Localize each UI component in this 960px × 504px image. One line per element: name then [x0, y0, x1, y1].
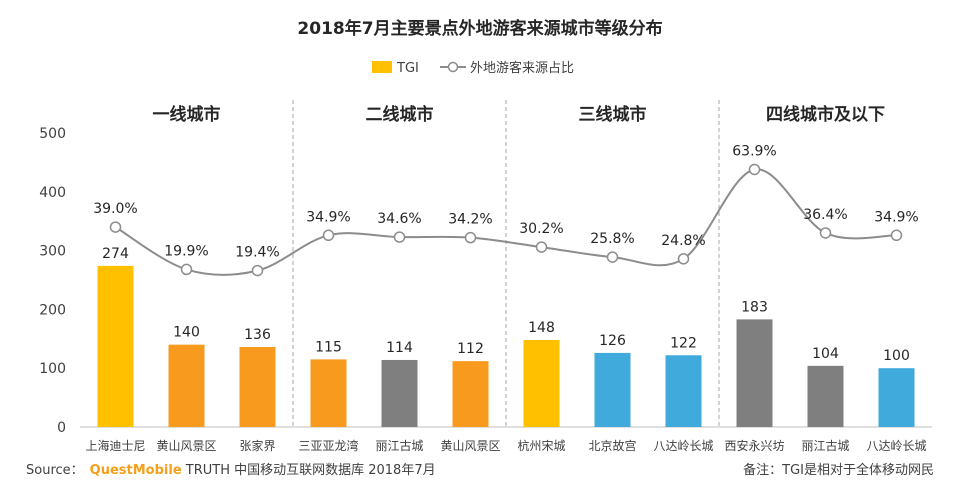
source-brand: QuestMobile	[90, 463, 182, 478]
y-tick-label: 500	[39, 126, 66, 142]
share-points	[109, 163, 903, 277]
share-value-label: 34.6%	[377, 211, 421, 227]
group-labels: 一线城市 二线城市 三线城市 四线城市及以下	[153, 104, 886, 125]
tgi-value-label: 126	[599, 333, 626, 349]
share-value-label: 63.9%	[732, 143, 776, 159]
group-label: 三线城市	[579, 104, 647, 125]
x-tick-label: 黄山风景区	[440, 439, 500, 453]
chart-title: 2018年7月主要景点外地游客来源城市等级分布	[297, 18, 662, 39]
x-tick-label: 黄山风景区	[156, 439, 216, 453]
source-line: Source： QuestMobile TRUTH 中国移动互联网数据库 2018…	[26, 462, 436, 478]
tgi-bar	[97, 265, 134, 427]
group-dividers	[292, 100, 720, 427]
tgi-value-label: 274	[102, 246, 129, 262]
tgi-bar	[594, 352, 631, 427]
legend: TGI 外地游客来源占比	[372, 60, 574, 76]
y-tick-label: 0	[57, 420, 66, 436]
tgi-bar	[807, 365, 844, 427]
legend-marker-share	[447, 61, 459, 73]
share-point	[819, 227, 832, 239]
footnote: 备注：TGI是相对于全体移动网民	[743, 462, 934, 478]
share-value-label: 39.0%	[93, 201, 137, 217]
share-value-labels: 39.0% 19.9% 19.4% 34.9% 34.6% 34.2% 30.2% 25.8%…	[93, 143, 918, 260]
share-value-label: 34.9%	[874, 209, 918, 225]
y-tick-label: 200	[39, 302, 66, 318]
tgi-bar	[168, 344, 205, 427]
bars	[97, 265, 915, 427]
tgi-value-label: 114	[386, 340, 413, 356]
group-label: 二线城市	[366, 104, 434, 125]
y-axis: 0 100 200 300 400 500	[39, 126, 66, 436]
legend-swatch-tgi	[372, 61, 392, 73]
x-tick-label: 八达岭长城	[653, 439, 713, 453]
tgi-value-label: 148	[528, 320, 555, 336]
tgi-bar	[452, 361, 489, 427]
y-tick-label: 300	[39, 244, 66, 260]
group-label: 一线城市	[153, 104, 221, 125]
tgi-bar	[523, 339, 560, 427]
source-rest: TRUTH 中国移动互联网数据库 2018年7月	[182, 462, 436, 478]
share-value-label: 24.8%	[661, 233, 705, 249]
x-tick-label: 丽江古城	[801, 438, 849, 453]
tgi-value-label: 112	[457, 341, 484, 357]
share-point	[322, 229, 335, 242]
share-point	[251, 264, 264, 277]
tgi-value-label: 115	[315, 339, 342, 355]
y-tick-label: 400	[39, 185, 66, 201]
share-value-label: 34.9%	[306, 209, 350, 225]
bar-value-labels: 274 140 136 115 114 112 148 126 122 183 104 100	[102, 246, 910, 364]
share-point	[890, 229, 903, 242]
x-tick-label: 丽江古城	[375, 438, 423, 453]
legend-label-tgi: TGI	[396, 61, 419, 76]
share-value-label: 19.9%	[164, 243, 208, 259]
tgi-value-label: 122	[670, 335, 697, 351]
tgi-bar	[310, 359, 347, 427]
y-tick-label: 100	[39, 361, 66, 377]
x-tick-label: 张家界	[239, 438, 275, 453]
share-value-label: 30.2%	[519, 221, 563, 237]
tgi-bar	[239, 347, 276, 427]
tgi-bar	[381, 359, 418, 427]
x-tick-label: 北京故宫	[588, 438, 636, 453]
share-point	[535, 241, 548, 253]
share-point	[464, 231, 477, 244]
share-value-label: 19.4%	[235, 245, 279, 261]
tgi-bar	[665, 355, 702, 427]
x-tick-label: 八达岭长城	[866, 439, 926, 453]
share-point	[606, 251, 619, 263]
x-tick-label: 杭州宋城	[517, 438, 565, 453]
x-tick-label: 西安永兴坊	[724, 438, 784, 453]
share-point	[180, 263, 193, 276]
share-point	[393, 231, 406, 243]
x-tick-labels: 上海迪士尼 黄山风景区 张家界 三亚亚龙湾 丽江古城 黄山风景区 杭州宋城 北京故宫 八达岭长城…	[85, 438, 926, 453]
group-label: 四线城市及以下	[766, 104, 885, 125]
share-point	[748, 163, 761, 176]
share-value-label: 25.8%	[590, 231, 634, 247]
tgi-value-label: 140	[173, 325, 200, 341]
tgi-value-label: 183	[741, 299, 768, 315]
share-value-label: 36.4%	[803, 207, 847, 223]
share-value-label: 34.2%	[448, 212, 492, 228]
tgi-value-label: 100	[883, 348, 910, 364]
legend-label-share: 外地游客来源占比	[470, 60, 574, 76]
share-point	[677, 253, 690, 265]
source-prefix: Source：	[26, 463, 84, 478]
tgi-value-label: 104	[812, 346, 839, 362]
x-tick-label: 三亚亚龙湾	[298, 438, 358, 453]
tgi-value-label: 136	[244, 327, 271, 343]
x-tick-label: 上海迪士尼	[85, 438, 145, 453]
tgi-bar	[736, 319, 773, 427]
tgi-bar	[878, 368, 915, 427]
share-point	[109, 221, 122, 233]
